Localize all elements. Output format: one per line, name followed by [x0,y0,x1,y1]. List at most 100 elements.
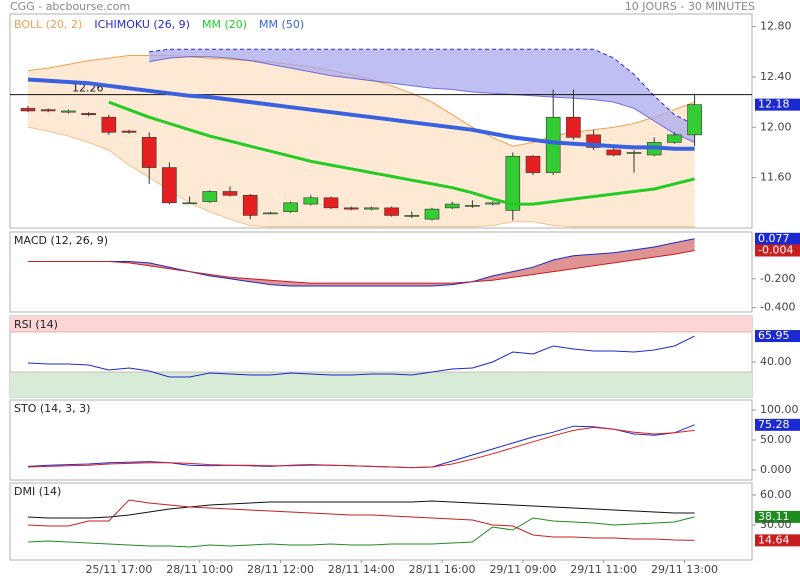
candle-body [545,116,561,173]
y-tick-label: 30.00 [760,518,792,531]
candle-body [121,130,137,133]
candle-body [40,109,56,112]
candle-body [283,202,298,212]
indicator-line [27,500,695,519]
band-lower [27,126,695,228]
value-tag-bg [755,330,800,343]
period: 10 JOURS - 30 MINUTES [625,0,755,13]
indicator-line [27,335,695,378]
candle-body [323,197,339,209]
indicator-line [27,424,695,469]
candle-body [444,203,460,209]
x-tick-label: 28/11 14:00 [328,563,395,576]
x-tick-label: 25/11 17:00 [85,563,152,576]
candle-body [606,149,622,156]
candle-body [525,155,541,173]
panel-title: STO (14, 3, 3) [14,402,90,415]
indicator-line [27,426,695,469]
value-tag-bg [755,510,800,523]
legend-entry: MM (20) [202,18,247,31]
panel-frame [9,231,753,313]
panel-title: MACD (12, 26, 9) [14,234,108,247]
candle-body [162,167,177,204]
value-tag: 65.95 [758,329,790,342]
x-tick-label: 29/11 11:00 [570,563,637,576]
x-tick-label: 28/11 16:00 [409,563,476,576]
candle-body [465,205,480,207]
candle-body [485,202,500,205]
band-high [10,316,752,332]
band-upper [149,48,695,126]
y-tick-label: 100.00 [760,403,799,416]
candle-body [566,116,581,138]
candle-body [20,108,36,112]
indicator-line [28,238,695,287]
y-tick-label: 12.80 [760,20,792,33]
band-area [28,55,695,227]
value-tag: 38.11 [758,510,790,523]
candle-body [364,207,379,210]
y-tick-label: 12.40 [760,70,792,83]
band-low [10,372,752,397]
legend-entry: BOLL (20, 2) [14,18,82,31]
value-tag-bg [755,232,800,245]
candle-body [61,110,76,113]
candle-body [202,191,218,202]
value-tag-bg [755,98,800,111]
value-tag-bg [755,534,800,547]
candle-body [141,137,157,168]
candle-body [303,197,319,205]
panel-title: RSI (14) [14,318,58,331]
candle-body [263,212,278,215]
y-tick-label: 40.00 [760,355,792,368]
legend-entry: ICHIMOKU (26, 9) [94,18,190,31]
source: CGG - abcbourse.com [10,0,130,13]
candle-body [242,194,258,216]
indicator-line [28,250,695,284]
candle-body [667,134,682,143]
y-tick-label: -0.200 [760,272,795,285]
moving-average [27,77,695,151]
value-tag: 0.077 [758,232,790,245]
x-tick-label: 28/11 10:00 [166,563,233,576]
band-lower [149,56,695,143]
y-tick-label: -0.400 [760,301,795,314]
candle-body [384,207,399,216]
candle-body [424,208,440,220]
panel-frame [9,482,753,561]
x-tick-label: 29/11 09:00 [489,563,556,576]
candle-body [81,113,96,116]
value-tag: -0.004 [758,243,793,256]
panel-frame [9,399,753,481]
candle-body [626,152,642,154]
panel-title: DMI (14) [14,485,61,498]
moving-average [108,100,695,206]
panel-frame [9,13,753,229]
value-tag: 12.18 [758,98,790,111]
candle-body [222,191,238,196]
candle-body [687,104,702,136]
y-tick-label: 0.000 [760,463,792,476]
indicator-line [27,516,695,548]
candle-body [343,207,359,210]
candle-body [505,155,521,211]
y-tick-label: 12.00 [760,120,792,133]
value-tag-bg [755,244,800,257]
candle-body [404,215,420,217]
x-tick-label: 28/11 12:00 [247,563,314,576]
y-tick-label: 11.60 [760,171,792,184]
legend-entry: MM (50) [259,18,304,31]
y-tick-label: 60.00 [760,488,792,501]
candle-body [101,116,117,133]
value-tag: 75.28 [758,418,790,431]
value-tag-bg [755,418,800,431]
y-tick-label: 50.00 [760,433,792,446]
histogram-area [28,238,695,286]
value-tag: 14.64 [758,533,790,546]
x-tick-label: 29/11 13:00 [651,563,718,576]
candle-body [182,202,197,205]
band-area [149,49,695,143]
indicator-line [27,499,695,541]
